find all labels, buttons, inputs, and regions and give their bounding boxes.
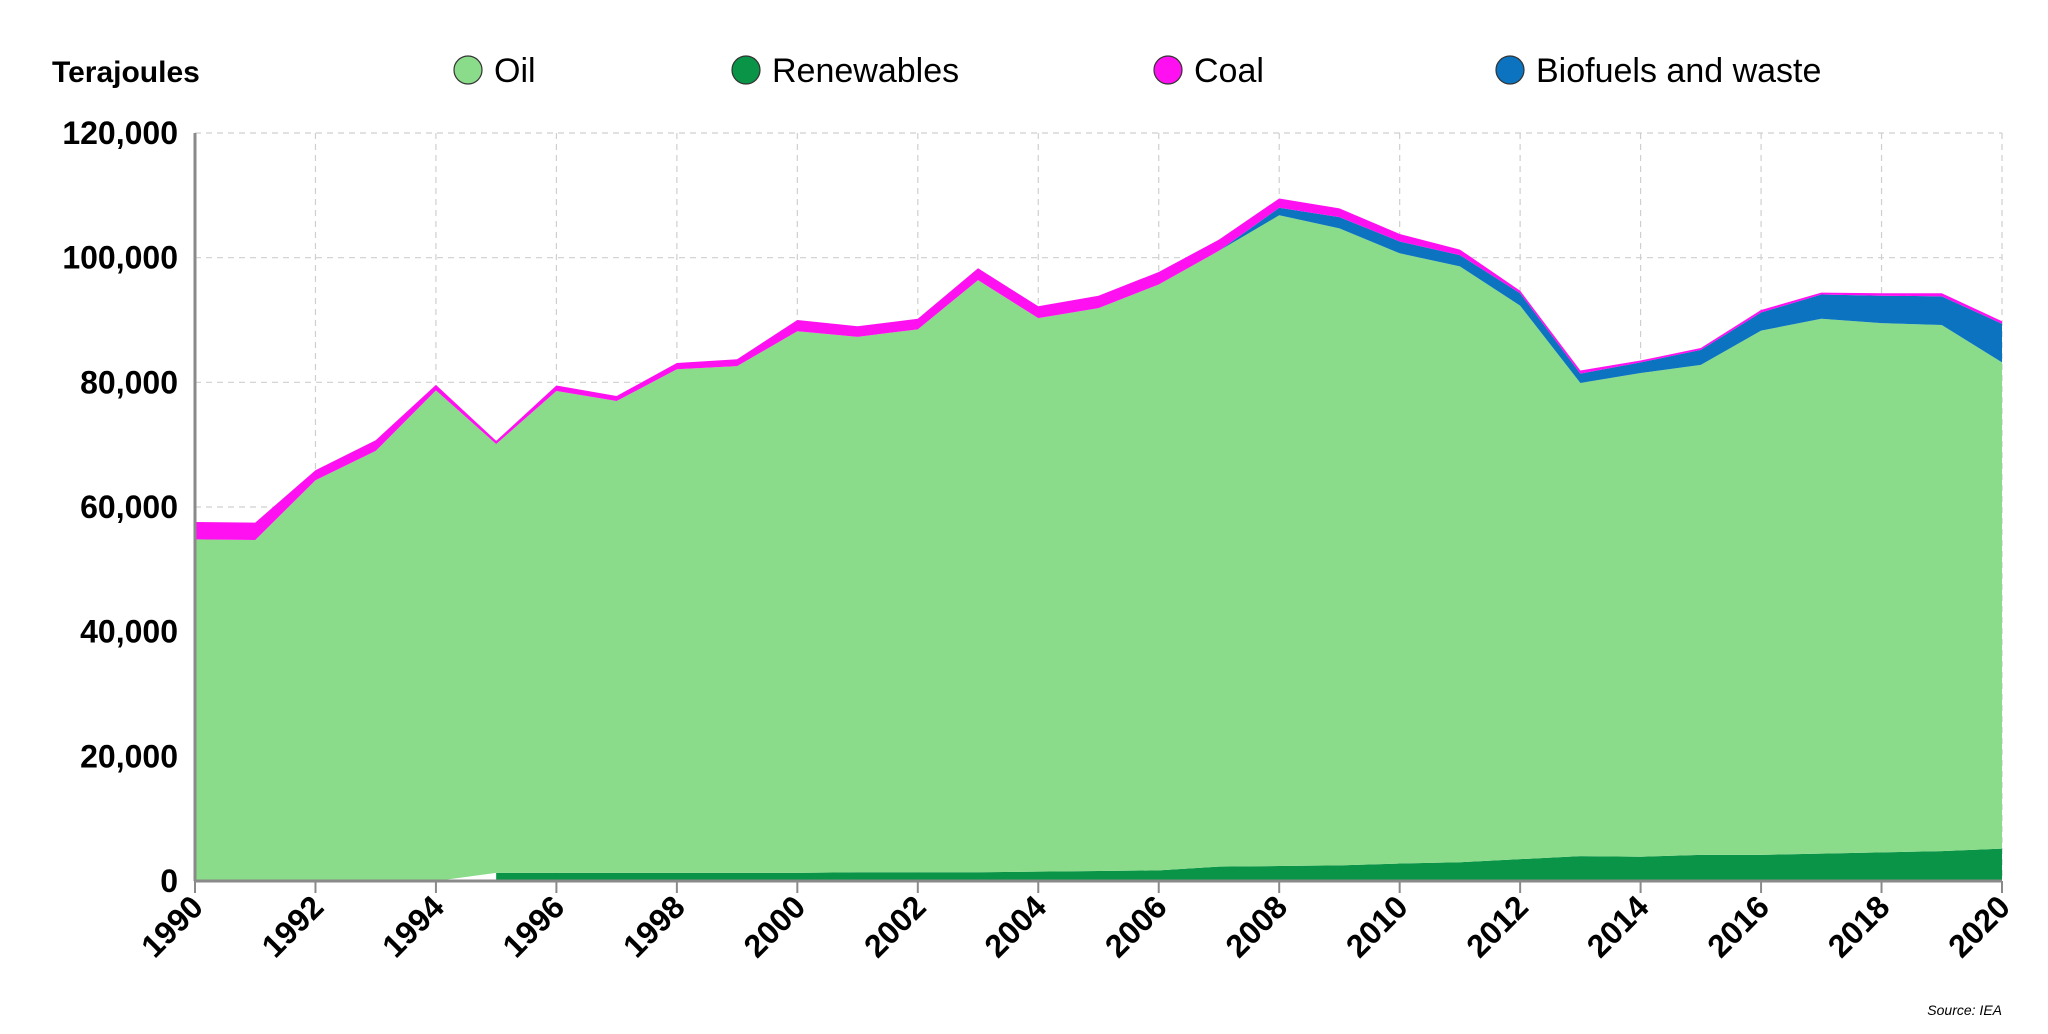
x-tick-label: 2016 <box>1700 888 1776 964</box>
area-renewables <box>496 848 2003 881</box>
stacked-areas <box>195 198 2003 881</box>
x-tick-label: 1994 <box>375 888 451 964</box>
x-tick-label: 1996 <box>496 888 572 964</box>
x-tick-label: 1992 <box>255 888 331 964</box>
x-tick-label: 1998 <box>616 888 692 964</box>
x-axis-ticks: 1990 1992 1994 1996 1998 2000 2002 2004 2006 2008… <box>134 881 2017 964</box>
legend-swatch-biofuels-and-waste <box>1495 55 1525 85</box>
legend-label-coal: Coal <box>1194 52 1264 90</box>
source-note: Source: IEA <box>1927 1002 2002 1018</box>
x-tick-label: 2020 <box>1941 888 2017 964</box>
x-tick-label: 2014 <box>1580 888 1656 964</box>
legend-swatch-renewables <box>731 55 761 85</box>
y-tick-label: 120,000 <box>62 115 178 151</box>
legend-swatch-oil <box>453 55 483 85</box>
y-tick-label: 100,000 <box>62 240 178 276</box>
legend-label-oil: Oil <box>494 52 536 90</box>
x-tick-label: 2004 <box>977 888 1053 964</box>
legend-swatch-coal <box>1153 55 1183 85</box>
legend-label-renewables: Renewables <box>772 52 959 90</box>
y-tick-label: 40,000 <box>80 614 178 650</box>
x-tick-label: 2002 <box>857 888 933 964</box>
axes <box>193 133 2002 883</box>
y-unit-label: Terajoules <box>52 56 200 89</box>
y-tick-label: 20,000 <box>80 738 178 774</box>
x-tick-label: 2012 <box>1459 888 1535 964</box>
x-tick-label: 1990 <box>134 888 210 964</box>
x-tick-label: 2006 <box>1098 888 1174 964</box>
y-tick-label: 80,000 <box>80 364 178 400</box>
y-tick-label: 60,000 <box>80 489 178 525</box>
y-tick-label: 0 <box>160 863 178 899</box>
area-oil <box>195 215 2002 881</box>
x-tick-label: 2010 <box>1339 888 1415 964</box>
y-axis-ticks: 0 20,000 40,000 60,000 80,000 100,000 120,000 <box>62 115 178 899</box>
legend-label-biofuels-and-waste: Biofuels and waste <box>1536 52 1821 90</box>
x-tick-label: 2018 <box>1821 888 1897 964</box>
legend: Oil Renewables Coal Biofuels and waste <box>453 52 1821 90</box>
x-tick-label: 2008 <box>1218 888 1294 964</box>
x-tick-label: 2000 <box>736 888 812 964</box>
